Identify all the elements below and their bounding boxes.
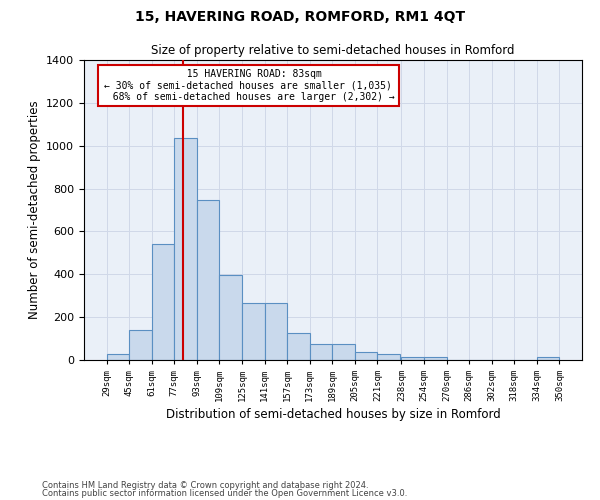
- Bar: [152, 244, 175, 360]
- Title: Size of property relative to semi-detached houses in Romford: Size of property relative to semi-detach…: [151, 44, 515, 58]
- Bar: [242, 303, 265, 360]
- Bar: [424, 356, 446, 360]
- Bar: [265, 303, 287, 360]
- Bar: [401, 356, 424, 360]
- Text: 15, HAVERING ROAD, ROMFORD, RM1 4QT: 15, HAVERING ROAD, ROMFORD, RM1 4QT: [135, 10, 465, 24]
- Y-axis label: Number of semi-detached properties: Number of semi-detached properties: [28, 100, 41, 320]
- Bar: [537, 358, 559, 360]
- Bar: [107, 354, 129, 360]
- Bar: [377, 354, 400, 360]
- Bar: [332, 344, 355, 360]
- Bar: [287, 333, 310, 360]
- Text: 15 HAVERING ROAD: 83sqm
← 30% of semi-detached houses are smaller (1,035)
  68% : 15 HAVERING ROAD: 83sqm ← 30% of semi-de…: [101, 69, 395, 102]
- Bar: [355, 352, 377, 360]
- Bar: [129, 330, 152, 360]
- X-axis label: Distribution of semi-detached houses by size in Romford: Distribution of semi-detached houses by …: [166, 408, 500, 421]
- Text: Contains public sector information licensed under the Open Government Licence v3: Contains public sector information licen…: [42, 489, 407, 498]
- Text: Contains HM Land Registry data © Crown copyright and database right 2024.: Contains HM Land Registry data © Crown c…: [42, 480, 368, 490]
- Bar: [175, 138, 197, 360]
- Bar: [197, 200, 220, 360]
- Bar: [220, 275, 242, 360]
- Bar: [310, 344, 332, 360]
